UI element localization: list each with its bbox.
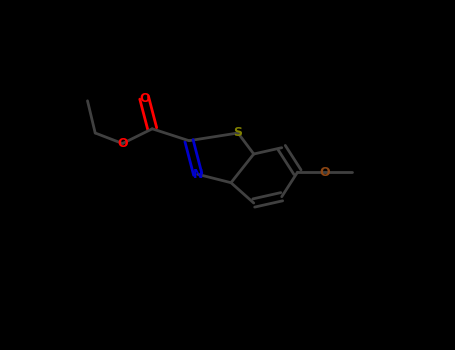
Text: S: S bbox=[233, 126, 243, 140]
Text: O: O bbox=[117, 137, 128, 150]
Text: O: O bbox=[139, 91, 150, 105]
Text: O: O bbox=[319, 166, 330, 179]
Text: N: N bbox=[192, 168, 203, 181]
